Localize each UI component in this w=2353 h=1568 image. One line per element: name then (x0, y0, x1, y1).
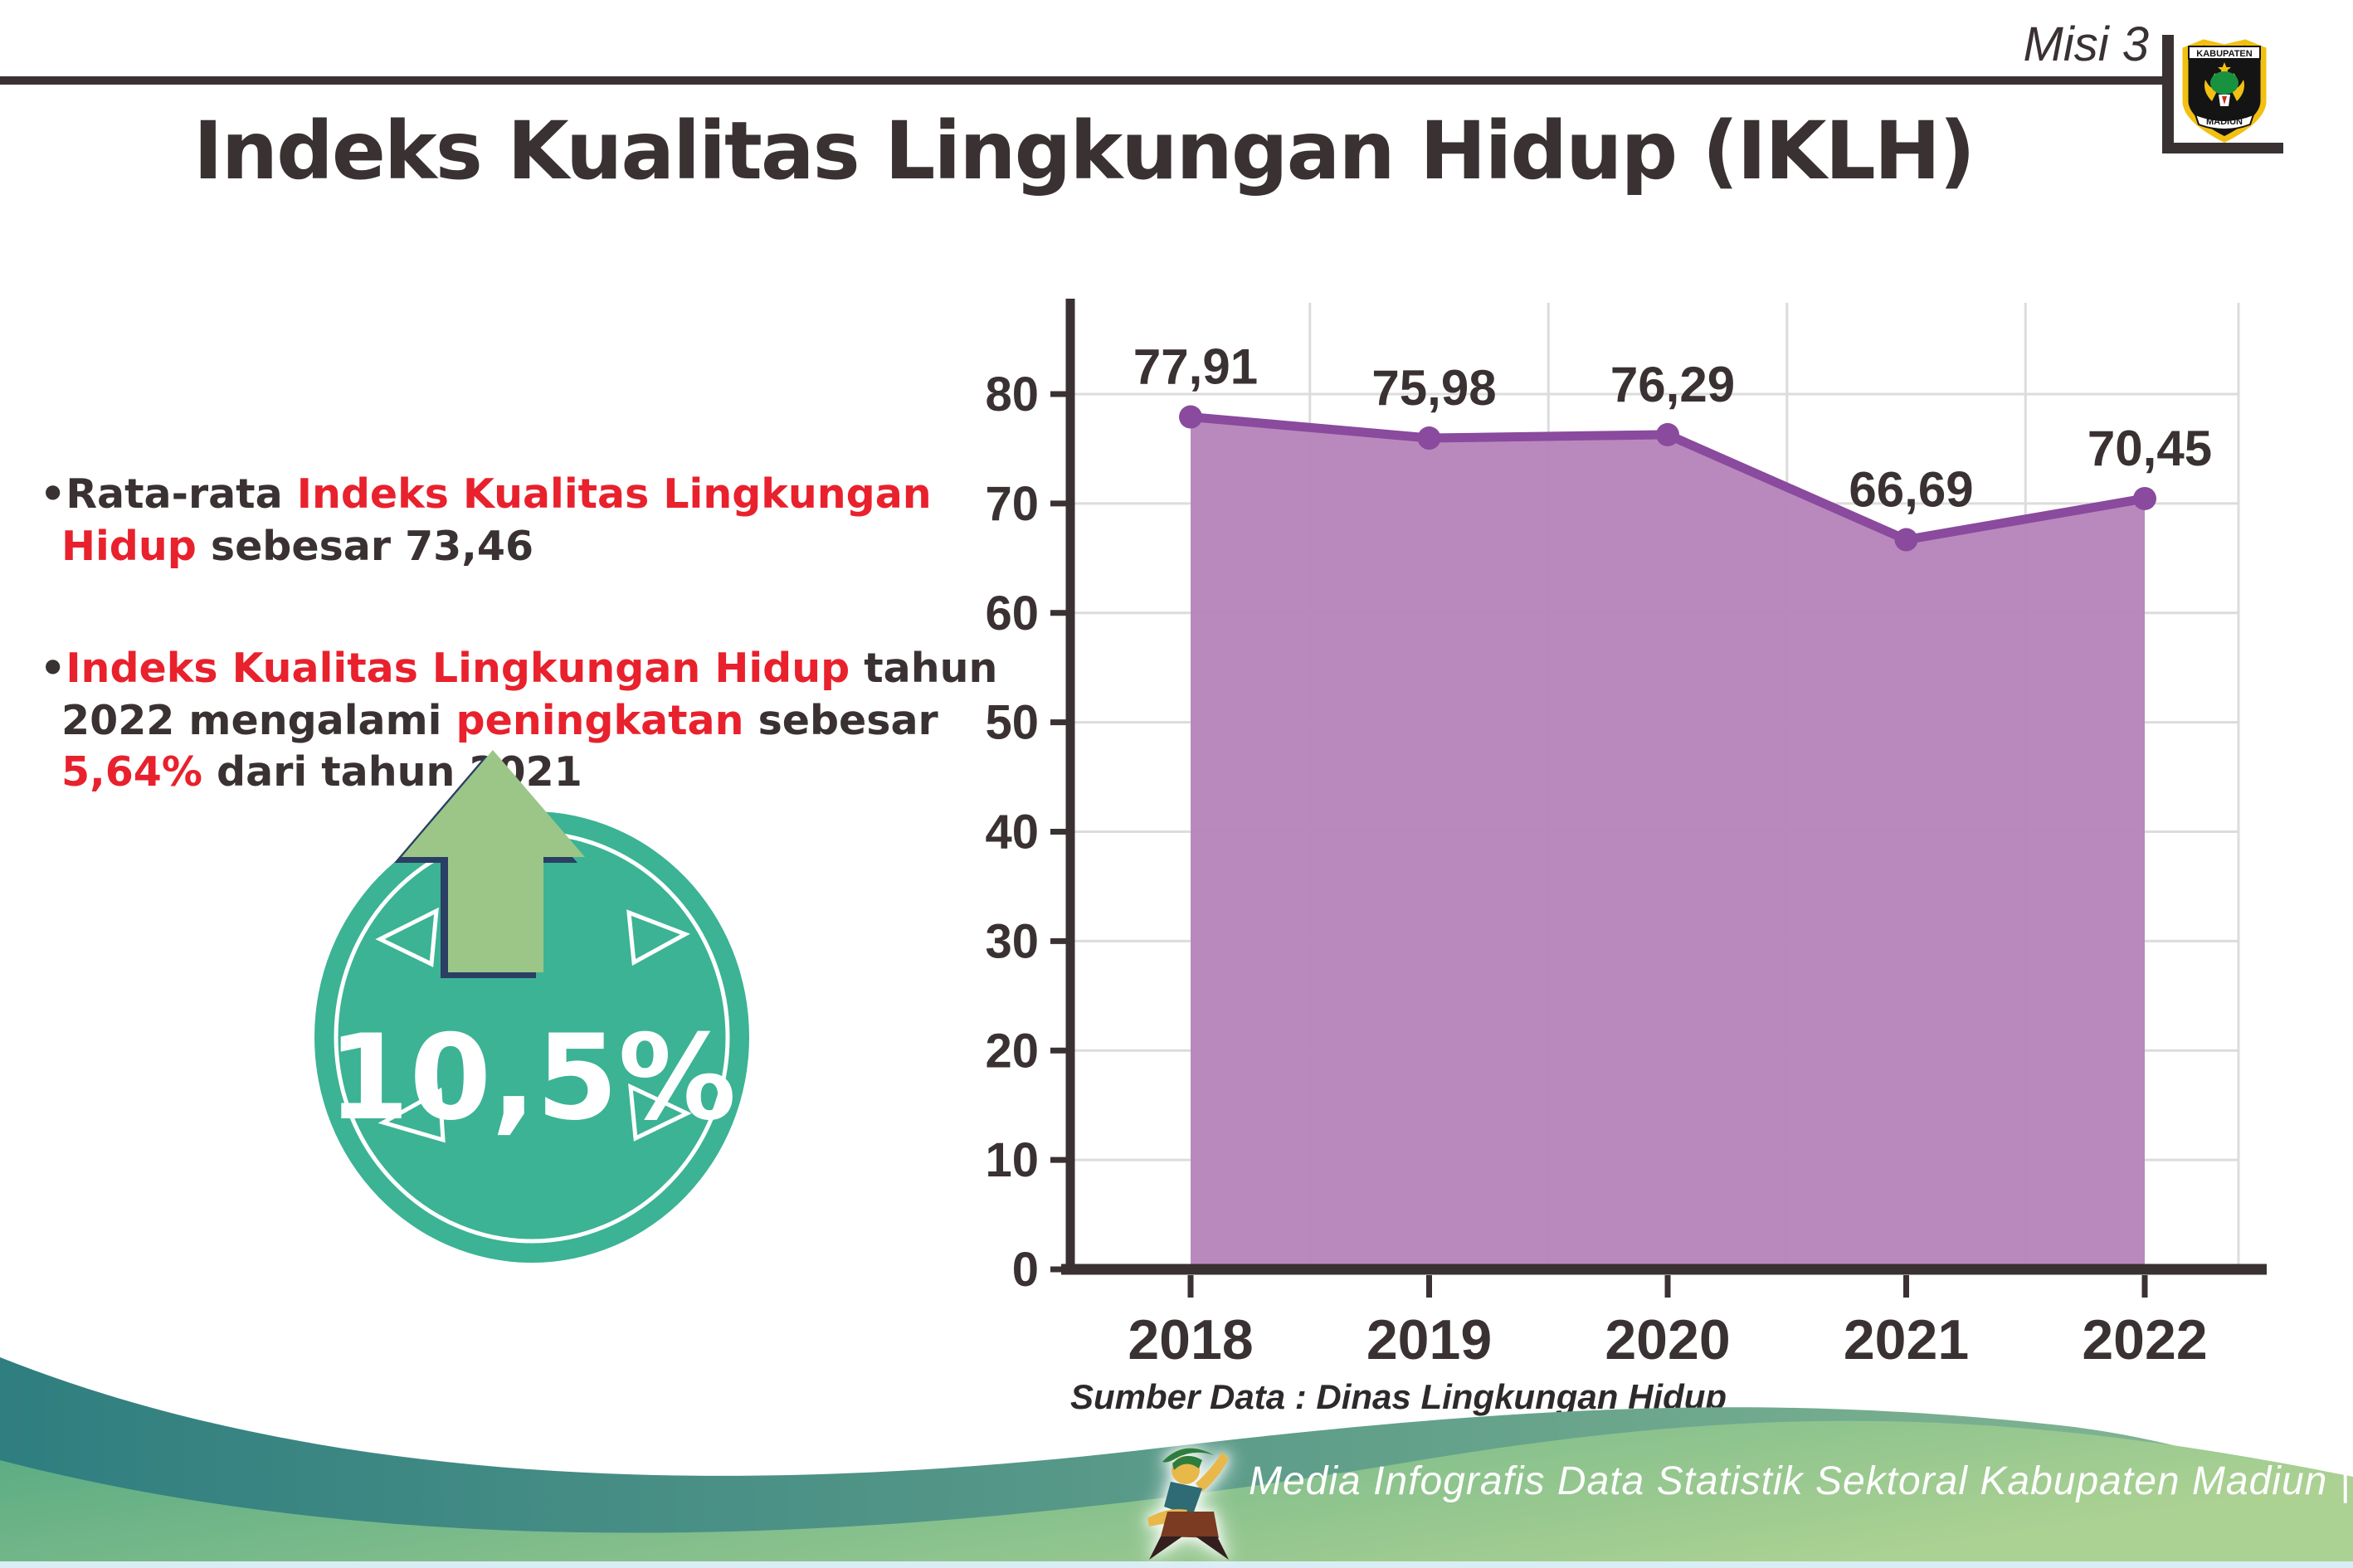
badge-triangle-se (628, 1083, 692, 1142)
data-point (1656, 422, 1679, 446)
badge-circle (314, 811, 749, 1263)
bullet2-text-red3: 5,64% (61, 748, 202, 796)
bullet-marker: • (40, 470, 66, 518)
badge-value: 10,5% (328, 1010, 737, 1147)
bullet2-text-red1: Indeks Kualitas Lingkungan Hidup (66, 645, 850, 692)
crest-top-banner (2188, 46, 2261, 60)
page-title: Indeks Kualitas Lingkungan Hidup (IKLH) (193, 105, 1975, 197)
mascot-right-leg (1196, 1536, 1229, 1560)
header-rule (0, 76, 2167, 85)
data-point (1179, 405, 1202, 429)
badge-triangle-nw (375, 907, 439, 967)
mascot-sash (1164, 1482, 1202, 1517)
crest-tree (2210, 71, 2239, 95)
x-tick-label: 2022 (2082, 1308, 2207, 1371)
data-point (1894, 528, 1918, 552)
mascot-cap-brim (1172, 1455, 1202, 1470)
iklh-area-chart: 0 10 20 30 40 50 60 70 80 2018 2019 2020 2021 2022 77,… (985, 299, 2267, 1371)
y-tick-label: 60 (985, 587, 1039, 640)
crest-bottom-banner (2194, 113, 2255, 130)
bullet-item-1: •Rata-rata Indeks Kualitas Lingkungan Hi… (40, 469, 1057, 572)
increase-badge: 10,5% (314, 750, 749, 1263)
madiun-mascot-icon (1147, 1448, 1229, 1560)
crest-top-text: KABUPATEN (2196, 49, 2252, 59)
bullet-marker: • (40, 645, 66, 692)
y-tick-label: 70 (985, 477, 1039, 531)
bullet2-text-dark1: tahun 2022 mengalami (61, 645, 998, 744)
footer-caption: Media Infografis Data Statistik Sektoral… (1249, 1459, 2351, 1503)
data-point (1417, 426, 1441, 450)
value-label: 77,91 (1133, 339, 1258, 395)
value-label: 75,98 (1371, 360, 1496, 416)
badge-triangle-sw (378, 1087, 446, 1143)
mascot-skirt (1161, 1512, 1219, 1538)
y-tick-label: 20 (985, 1024, 1039, 1078)
y-tick-label: 30 (985, 914, 1039, 968)
y-tick-label: 80 (985, 368, 1039, 421)
x-tick-label: 2018 (1128, 1308, 1253, 1371)
y-tick-label: 50 (985, 696, 1039, 750)
misi-label: Misi 3 (2023, 17, 2149, 71)
bullet2-text-dark2: sebesar (743, 696, 938, 744)
crest-keris (2222, 96, 2227, 105)
value-label: 76,29 (1610, 357, 1735, 412)
logo-frame-vertical (2162, 35, 2174, 153)
area-fill (1191, 416, 2145, 1269)
value-label: 66,69 (1849, 462, 1973, 518)
mascot-cap (1162, 1448, 1214, 1463)
green-wave (0, 1420, 2353, 1568)
value-label: 70,45 (2087, 421, 2212, 476)
mascot-right-arm (1196, 1452, 1229, 1492)
y-tick-label: 0 (1012, 1243, 1039, 1297)
bullet1-text-dark: Rata-rata (66, 470, 297, 518)
bullet2-text-red2: peningkatan (455, 696, 744, 744)
kabupaten-madiun-crest-logo: KABUPATEN MADIUN (2182, 39, 2267, 143)
x-tick-label: 2020 (1605, 1308, 1730, 1371)
y-tick-label: 10 (985, 1133, 1039, 1187)
up-arrow-icon (402, 750, 585, 972)
y-tick-label: 40 (985, 806, 1039, 859)
badge-triangle-ne (626, 909, 690, 967)
logo-frame-horizontal (2162, 143, 2283, 153)
x-tick-label: 2021 (1844, 1308, 1969, 1371)
bullet1-text-red: Indeks Kualitas Lingkungan Hidup (61, 470, 932, 570)
x-tick-label: 2019 (1366, 1308, 1492, 1371)
mascot-left-leg (1149, 1536, 1182, 1560)
data-point (2133, 486, 2156, 510)
crest-bottom-text: MADIUN (2206, 117, 2243, 127)
bullet1-text-dark2: sebesar 73,46 (196, 522, 534, 570)
bottom-strip (0, 1561, 2353, 1568)
